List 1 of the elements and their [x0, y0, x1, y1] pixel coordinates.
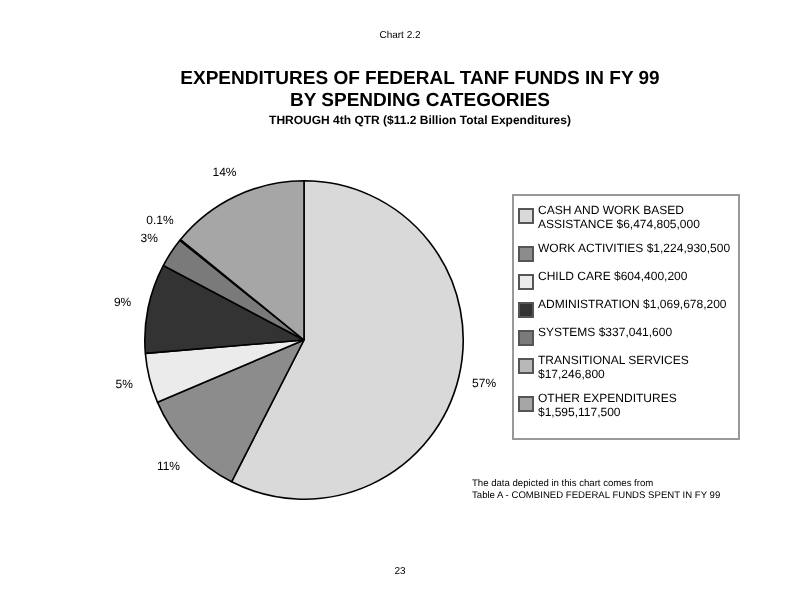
chart-title: EXPENDITURES OF FEDERAL TANF FUNDS IN FY 99 BY SPENDING CATEGORIES — [178, 68, 662, 112]
